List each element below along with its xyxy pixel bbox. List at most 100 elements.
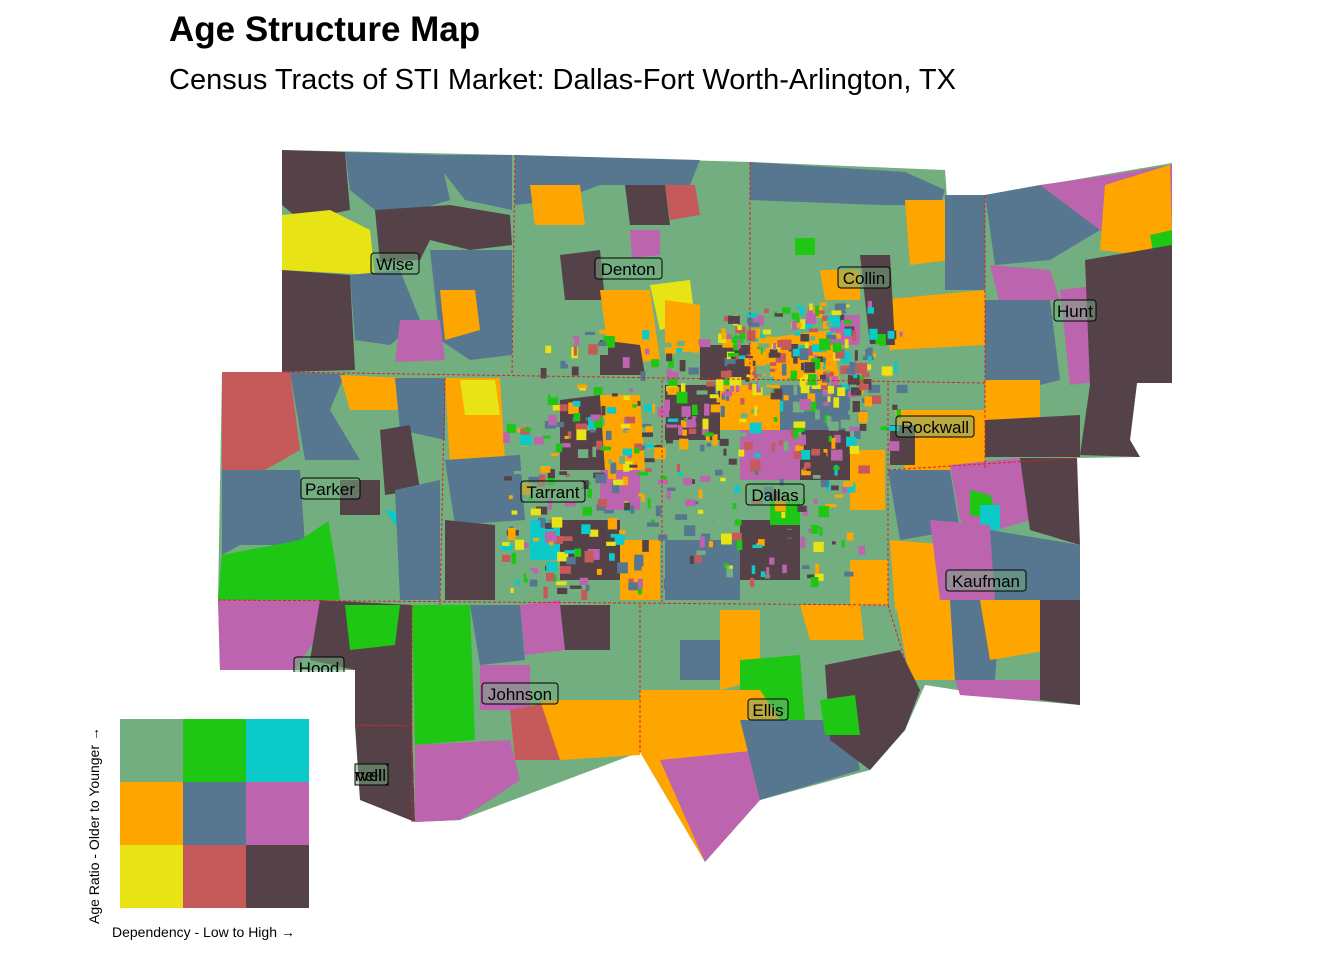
tract-speckle (828, 421, 839, 431)
tract-speckle (734, 485, 740, 494)
tract-speckle (833, 466, 840, 470)
tract-speckle (761, 546, 767, 558)
tract-speckle (738, 449, 745, 457)
tract-speckle (679, 360, 686, 372)
tract-speckle (774, 313, 783, 317)
tract-speckle (511, 552, 517, 564)
tract-speckle (695, 554, 702, 563)
tract-speckle (547, 475, 555, 486)
tract-speckle (666, 424, 678, 428)
tract-speckle (536, 506, 548, 515)
tract-speckle (606, 541, 616, 546)
legend-cell-lowdep-mid (120, 782, 183, 845)
tract-speckle (590, 429, 595, 433)
tract-speckle (783, 529, 793, 538)
tract-speckle (593, 416, 603, 428)
tract-speckle (800, 319, 809, 329)
tract-speckle (642, 423, 652, 428)
tract-speckle (676, 347, 683, 354)
tract-speckle (835, 349, 845, 359)
tract-speckle (600, 446, 612, 451)
tract-speckle (782, 307, 791, 314)
tract-speckle (573, 413, 581, 422)
tract-speckle (514, 423, 524, 429)
tract-speckle (793, 385, 798, 395)
tract-speckle (749, 459, 761, 472)
tract-speckle (797, 505, 807, 512)
svg-text:Denton: Denton (601, 260, 656, 279)
tract-speckle (728, 458, 737, 465)
tract-speckle (785, 315, 790, 319)
tract-speckle (865, 347, 873, 358)
tract-speckle (501, 544, 513, 551)
tract-speckle (720, 405, 725, 418)
tract-speckle (506, 423, 516, 433)
tract-speckle (804, 462, 811, 469)
tract-speckle (544, 531, 557, 543)
county-label-johnson: Johnson (481, 682, 559, 705)
tract-speckle (751, 565, 756, 574)
tract-speckle (657, 479, 668, 485)
tract-speckle (810, 577, 819, 588)
tract-speckle (577, 384, 587, 388)
tract-speckle (731, 337, 744, 343)
tract-speckle (634, 443, 643, 451)
tract-speckle (814, 305, 820, 317)
tract-speckle (760, 571, 766, 577)
svg-text:Tarrant: Tarrant (527, 483, 580, 502)
tract-speckle (858, 411, 868, 423)
tract-speckle (574, 548, 582, 557)
tract-speckle (597, 499, 608, 507)
tract-speckle (819, 348, 827, 353)
legend-cell-middep-mid (183, 782, 246, 845)
tract-speckle (808, 374, 816, 385)
tract-speckle (752, 349, 761, 361)
tract-speckle (688, 428, 697, 434)
tract-speckle (867, 307, 874, 314)
tract-speckle (811, 448, 820, 456)
tract-speckle (705, 433, 710, 442)
tract-speckle (813, 541, 824, 552)
tract-speckle (754, 405, 758, 416)
tract-speckle (854, 428, 861, 439)
county-boundaries (217, 154, 1078, 822)
tract-speckle (634, 554, 644, 567)
tract-speckle (748, 382, 752, 390)
county-label-rockwall: Rockwall (895, 415, 975, 438)
tract-speckle (799, 377, 811, 388)
county-label-hunt: Hunt (1053, 299, 1097, 322)
tract-speckle (651, 359, 659, 368)
svg-text:Collin: Collin (843, 269, 886, 288)
tract-speckle (523, 542, 529, 547)
tract-speckle (590, 414, 601, 421)
tract-speckle (696, 390, 708, 395)
tract-speckle (747, 329, 756, 341)
tract-speckle (554, 536, 563, 544)
tract-speckle (796, 305, 803, 309)
tract-speckle (678, 424, 683, 436)
tract-speckle (724, 357, 736, 367)
tract-speckle (792, 321, 797, 331)
tract-speckle (564, 435, 569, 439)
tract-speckle (520, 434, 532, 446)
tract-speckle (783, 395, 789, 401)
tract-speckle (821, 369, 827, 374)
tract-speckle (529, 579, 538, 587)
tract-speckle (629, 464, 638, 468)
tract-speckle (629, 470, 637, 474)
tract-speckle (727, 315, 740, 324)
tract-speckle (688, 422, 697, 427)
tract-speckle (655, 505, 662, 517)
tract-speckle (666, 487, 676, 491)
tract-speckle (859, 424, 867, 431)
tract-speckle (645, 426, 653, 432)
tract-speckle (771, 442, 776, 452)
tract-speckle (595, 473, 607, 484)
tract-speckle (569, 585, 582, 589)
tract-speckle (668, 357, 674, 368)
tract-speckle (840, 365, 851, 374)
tract-speckle (729, 565, 733, 569)
svg-text:Ellis: Ellis (752, 701, 783, 720)
tract-speckle (815, 563, 820, 575)
tract-speckle (730, 380, 735, 392)
